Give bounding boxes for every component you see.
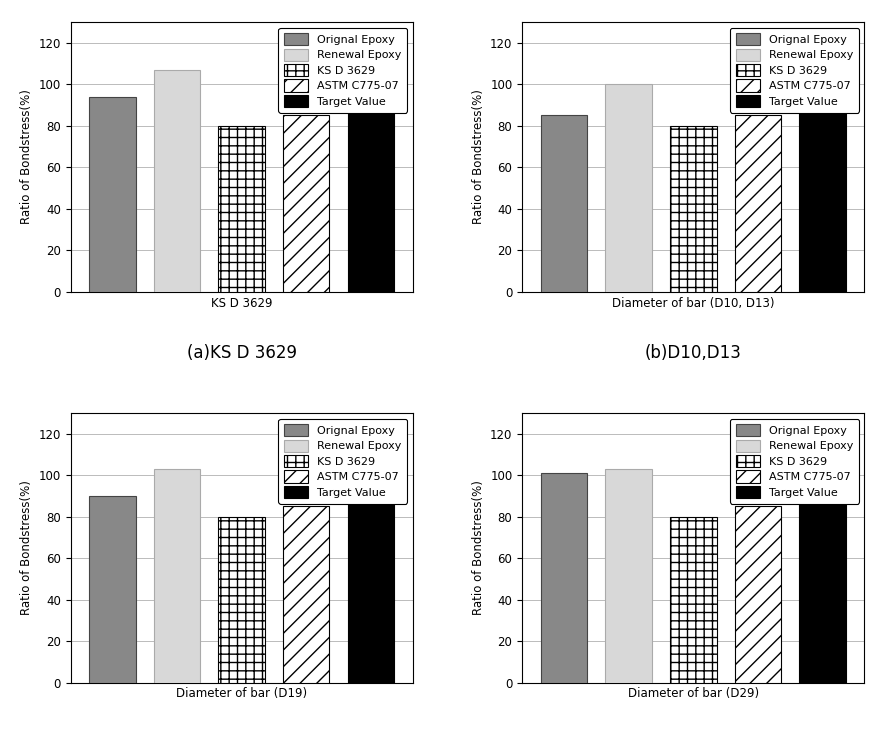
Bar xyxy=(219,126,265,291)
Text: (a)KS D 3629: (a)KS D 3629 xyxy=(187,344,296,363)
Y-axis label: Ratio of Bondstress(%): Ratio of Bondstress(%) xyxy=(20,480,33,615)
Bar xyxy=(89,496,136,683)
Bar xyxy=(153,469,200,683)
Bar xyxy=(735,506,781,683)
Bar xyxy=(799,105,846,291)
Bar xyxy=(219,517,265,683)
Y-axis label: Ratio of Bondstress(%): Ratio of Bondstress(%) xyxy=(20,90,33,225)
Bar xyxy=(670,517,716,683)
Bar xyxy=(283,506,330,683)
Legend: Orignal Epoxy, Renewal Epoxy, KS D 3629, ASTM C775-07, Target Value: Orignal Epoxy, Renewal Epoxy, KS D 3629,… xyxy=(730,418,859,504)
Bar xyxy=(735,115,781,291)
Bar xyxy=(348,496,394,683)
Bar xyxy=(799,496,846,683)
Y-axis label: Ratio of Bondstress(%): Ratio of Bondstress(%) xyxy=(472,480,484,615)
Bar xyxy=(541,473,587,683)
Bar xyxy=(605,469,652,683)
Legend: Orignal Epoxy, Renewal Epoxy, KS D 3629, ASTM C775-07, Target Value: Orignal Epoxy, Renewal Epoxy, KS D 3629,… xyxy=(279,28,407,112)
Legend: Orignal Epoxy, Renewal Epoxy, KS D 3629, ASTM C775-07, Target Value: Orignal Epoxy, Renewal Epoxy, KS D 3629,… xyxy=(730,28,859,112)
Y-axis label: Ratio of Bondstress(%): Ratio of Bondstress(%) xyxy=(472,90,484,225)
Text: (b)D10,D13: (b)D10,D13 xyxy=(645,344,742,363)
Bar xyxy=(670,126,716,291)
Bar xyxy=(541,115,587,291)
Bar xyxy=(605,84,652,291)
Bar xyxy=(283,115,330,291)
Legend: Orignal Epoxy, Renewal Epoxy, KS D 3629, ASTM C775-07, Target Value: Orignal Epoxy, Renewal Epoxy, KS D 3629,… xyxy=(279,418,407,504)
Bar xyxy=(89,97,136,291)
Bar xyxy=(153,70,200,291)
Bar xyxy=(348,105,394,291)
